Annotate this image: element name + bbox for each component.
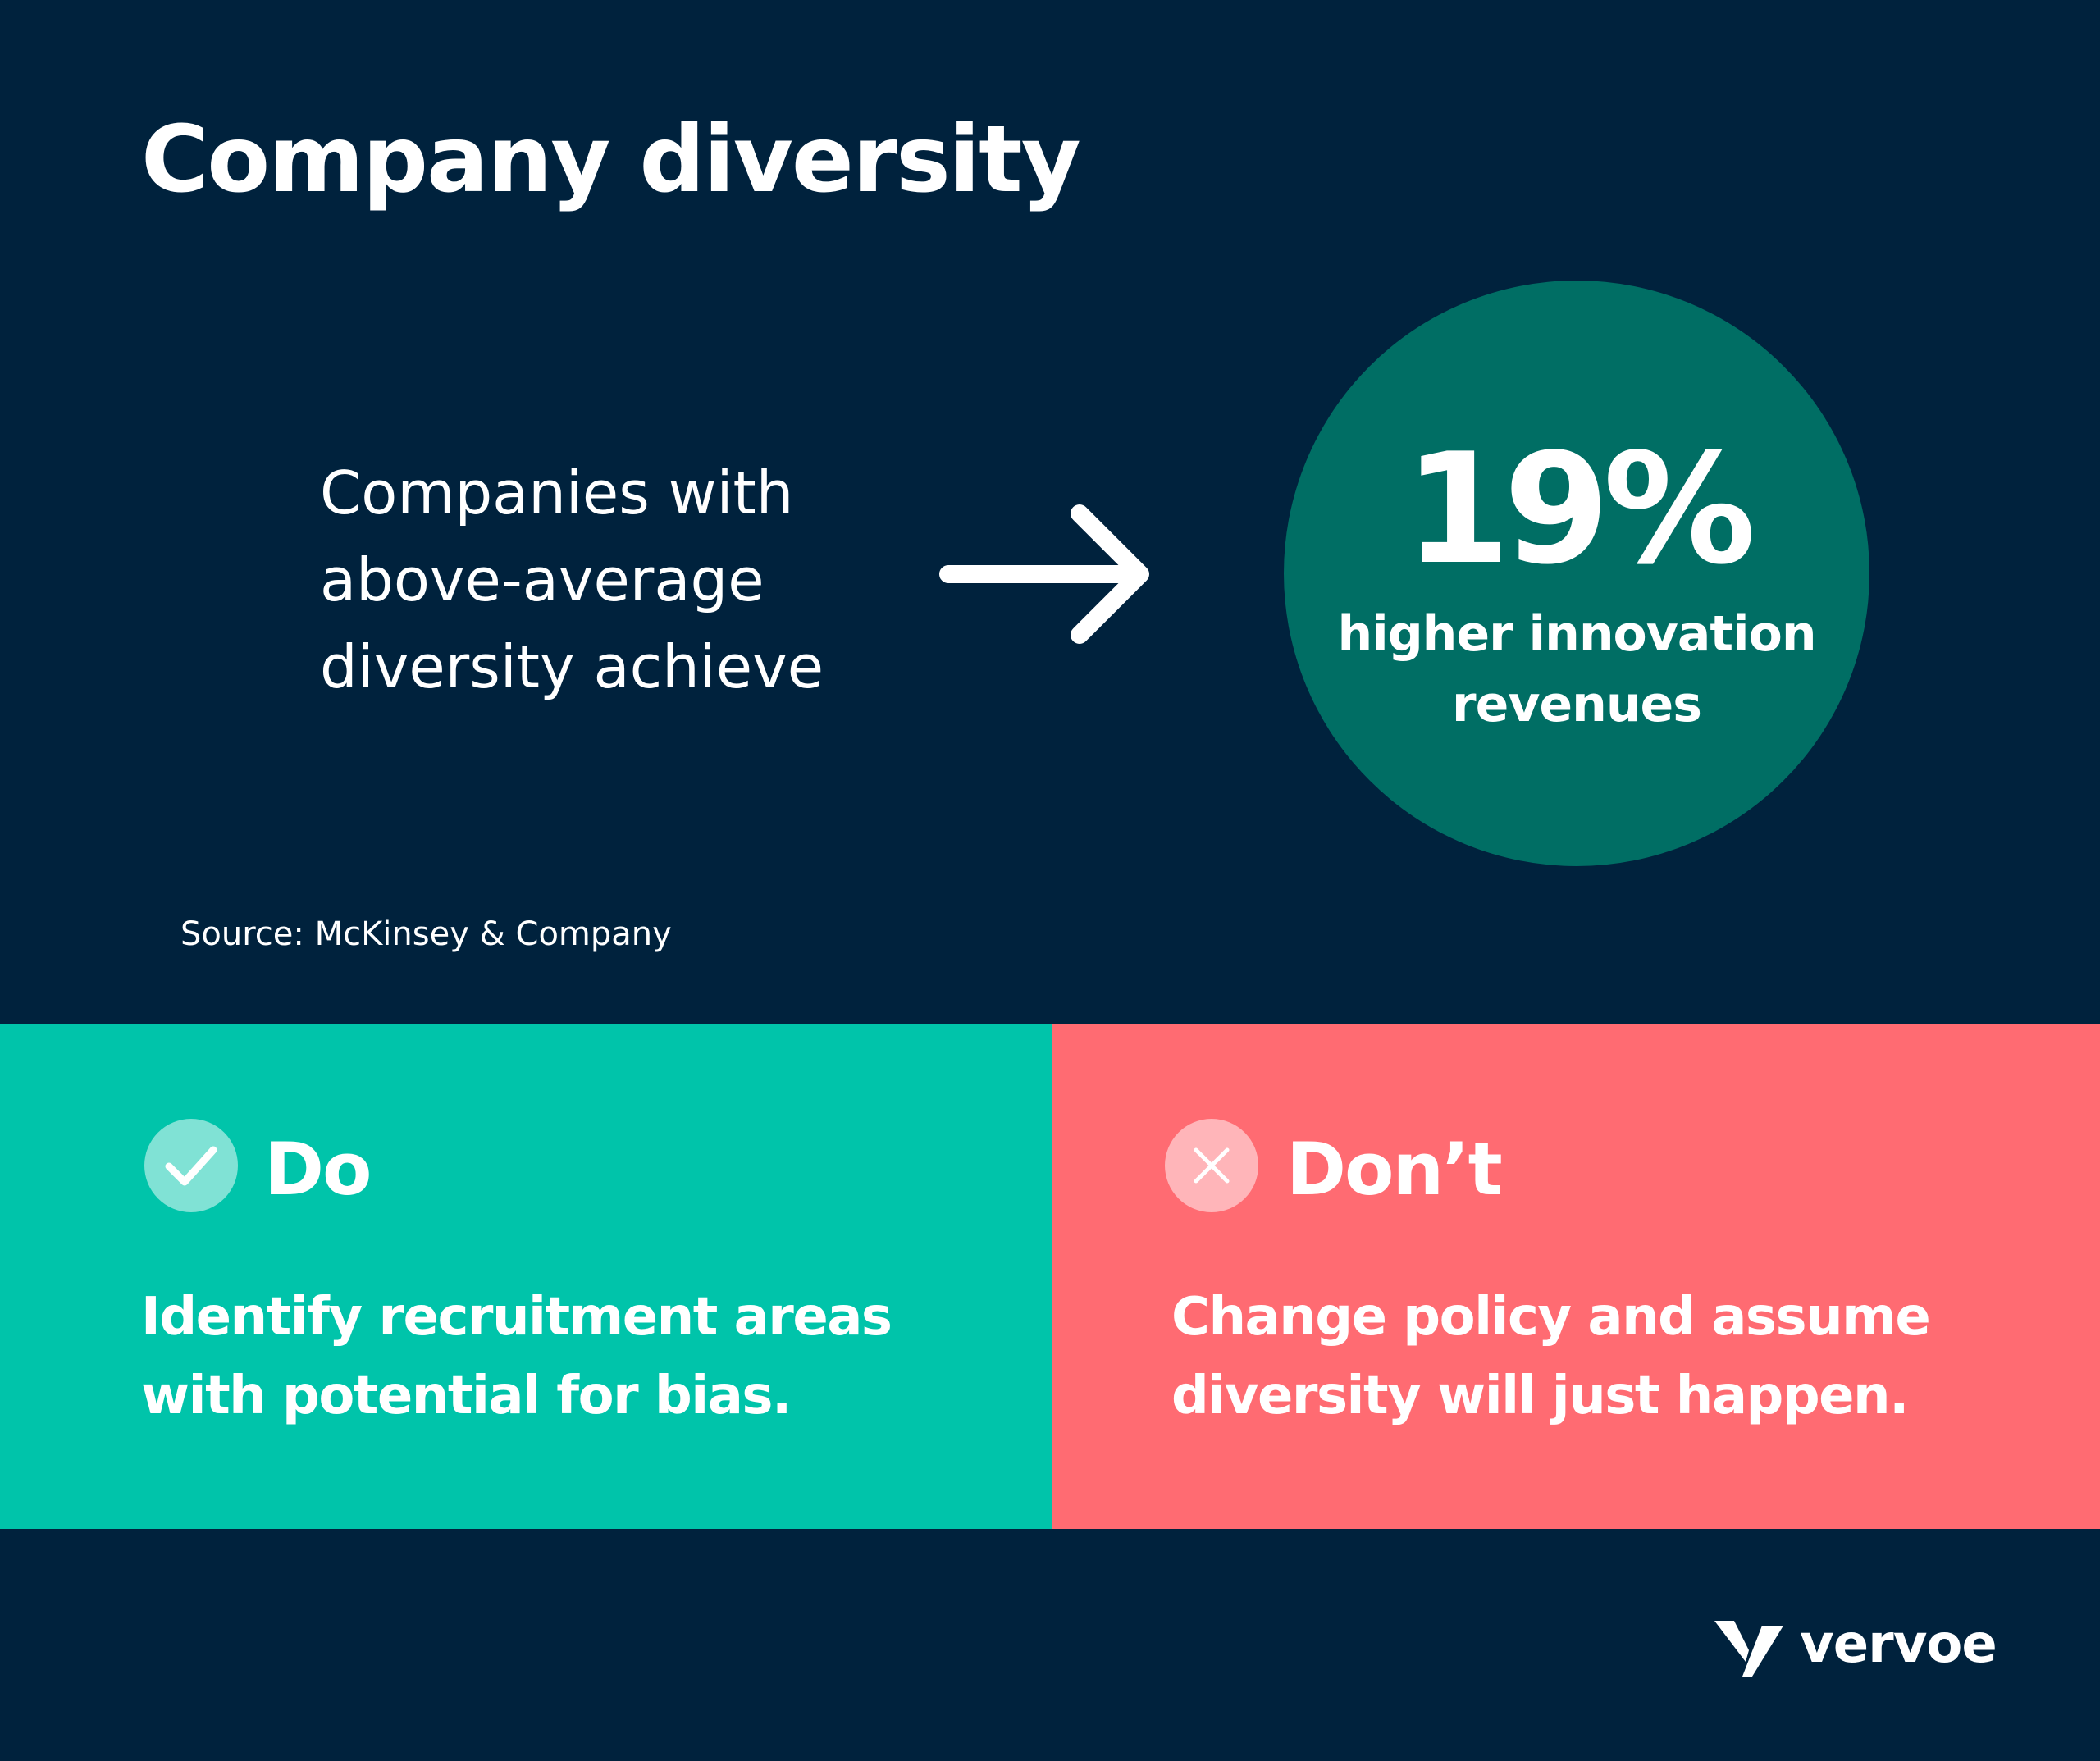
vervoe-logo-icon [1714, 1621, 1783, 1677]
stat-caption: higher innovation revenues [1337, 605, 1816, 733]
do-text: Identify recruitment areas with potentia… [141, 1287, 892, 1426]
stat-circle: 19% higher innovation revenues [1284, 281, 1869, 866]
source-note: Source: McKinsey & Company [180, 915, 672, 953]
dont-panel: Don’t Change policy and assume diversity… [1052, 1024, 2100, 1529]
lead-text: Companies with above-average diversity a… [320, 458, 824, 701]
do-title: Do [264, 1127, 372, 1211]
do-panel: Do Identify recruitment areas with poten… [0, 1024, 1052, 1529]
brand-logo: vervoe [1714, 1614, 2026, 1680]
dont-title: Don’t [1286, 1127, 1503, 1211]
check-badge [144, 1119, 238, 1212]
check-icon [165, 1146, 217, 1186]
close-badge [1165, 1119, 1258, 1212]
arrow-right-icon [939, 504, 1149, 644]
dont-text: Change policy and assume diversity will … [1171, 1287, 1931, 1426]
page-title: Company diversity [141, 107, 1081, 213]
close-icon [1194, 1147, 1230, 1184]
stat-value: 19% [1404, 420, 1755, 598]
brand-name: vervoe [1800, 1614, 1997, 1675]
